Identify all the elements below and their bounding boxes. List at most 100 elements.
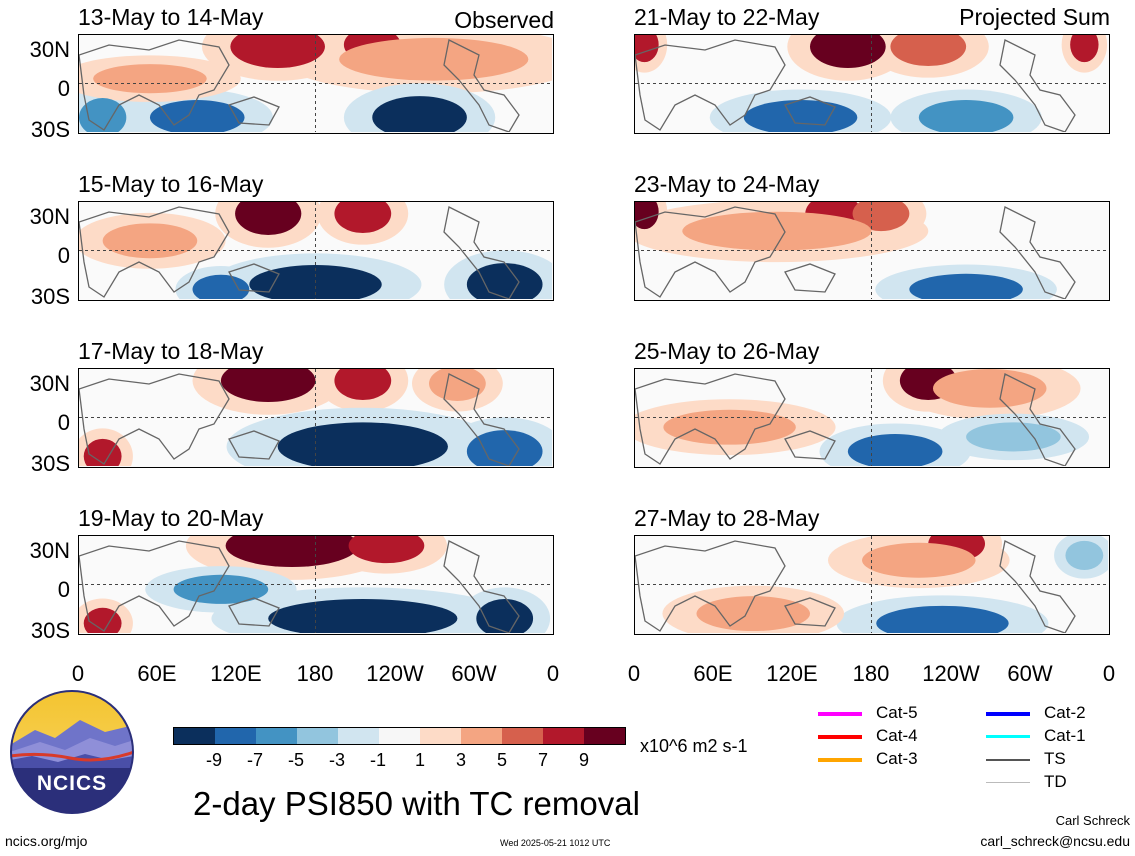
footer-url[interactable]: ncics.org/mjo [5,833,88,849]
colorbar-swatch [256,728,297,744]
x-tick: 120E [210,661,262,686]
colorbar-label: 1 [414,750,425,770]
anomaly-blob [173,574,269,604]
x-tick: 120W [922,661,980,686]
colorbar-label: -5 [287,750,304,770]
panel-title: 23-May to 24-May [634,171,820,197]
colorbar-swatch [461,728,502,744]
x-tick: 0 [1102,661,1116,686]
colorbar-units: x10^6 m2 s-1 [640,736,748,756]
map-panel-observed-1 [78,34,554,134]
colorbar-label: 9 [578,750,589,770]
legend-line-cat4 [818,735,862,739]
colorbar-swatch [379,728,420,744]
legend-label: TS [1044,749,1066,768]
map-panel-observed-2 [78,201,554,301]
map-panel-projected-3 [634,368,1110,468]
main-title: 2-day PSI850 with TC removal [193,785,640,822]
y-tick-30s: 30S [30,451,70,476]
legend-line-td [986,782,1030,783]
legend-label: Cat-1 [1044,726,1086,745]
anomaly-blob [235,202,302,235]
colorbar-swatch [215,728,256,744]
anomaly-blob [876,605,1009,633]
legend-label: Cat-4 [876,726,918,745]
y-tick-30n: 30N [29,538,70,563]
x-tick: 0 [627,661,641,686]
anomaly-blob [429,369,486,402]
anomaly-blob [277,422,448,466]
x-tick: 60W [451,661,497,686]
x-tick: 120E [766,661,818,686]
anomaly-blob [810,35,886,68]
footer-timestamp: Wed 2025-05-21 1012 UTC [500,838,611,848]
colorbar-label: -1 [369,750,386,770]
y-tick-30s: 30S [30,117,70,142]
colorbar-label: 3 [455,750,466,770]
anomaly-blob [466,430,543,466]
colorbar-swatch [338,728,379,744]
anomaly-blob [102,223,198,259]
x-tick: 180 [852,661,890,686]
colorbar-label: 5 [496,750,507,770]
y-tick-30n: 30N [29,371,70,396]
anomaly-blob [635,202,659,230]
anomaly-blob [372,96,467,132]
panel-title: 17-May to 18-May [78,338,264,364]
colorbar-label: -3 [328,750,345,770]
map-field [635,202,1108,299]
ncics-logo: NCICS [10,690,134,814]
y-tick-0: 0 [57,76,70,101]
anomaly-blob [890,35,967,67]
anomaly-blob [909,273,1023,299]
observed-label: Observed [454,7,554,33]
panel-title: 25-May to 26-May [634,338,820,364]
anomaly-blob [348,536,425,564]
coastline [79,373,520,466]
panel-title: 19-May to 20-May [78,505,264,531]
anomaly-blob [225,536,359,568]
anomaly-blob [696,596,811,632]
anomaly-blob [220,369,316,402]
coastline [79,39,520,132]
colorbar-swatch [297,728,338,744]
map-panel-projected-1 [634,34,1110,134]
anomaly-blob [230,35,325,68]
colorbar-label: 7 [537,750,548,770]
x-tick: 60E [137,661,177,686]
colorbar-swatch [174,728,215,744]
anomaly-blob [743,99,858,132]
anomaly-blob [334,202,392,234]
x-tick: 0 [546,661,560,686]
colorbar-label: -9 [205,750,222,770]
legend-label: Cat-2 [1044,703,1086,722]
y-tick-30s: 30S [30,284,70,309]
x-tick: 180 [296,661,334,686]
y-tick-30n: 30N [29,204,70,229]
x-tick: 120W [366,661,424,686]
colorbar-label: -7 [246,750,263,770]
legend-label: TD [1044,772,1067,791]
footer-email[interactable]: carl_schreck@ncsu.edu [980,833,1130,849]
panel-title: 21-May to 22-May [634,4,820,30]
anomaly-blob [93,64,207,94]
panel-title: 15-May to 16-May [78,171,264,197]
coastline [79,540,520,633]
legend-line-cat2 [986,712,1030,716]
anomaly-blob [663,409,796,445]
map-panel-observed-3 [78,368,554,468]
projected-sum-label: Projected Sum [959,4,1110,30]
colorbar-swatch [420,728,461,744]
x-tick: 60W [1007,661,1053,686]
y-tick-0: 0 [57,577,70,602]
anomaly-blob [334,369,392,401]
legend-line-cat5 [818,712,862,716]
anomaly-blob [83,438,122,466]
footer-author: Carl Schreck [1055,813,1130,828]
y-tick-30n: 30N [29,37,70,62]
coastline [635,39,1076,132]
colorbar-swatch [502,728,543,744]
legend-line-ts [986,759,1030,761]
anomaly-blob [83,607,122,633]
x-tick: 0 [71,661,85,686]
